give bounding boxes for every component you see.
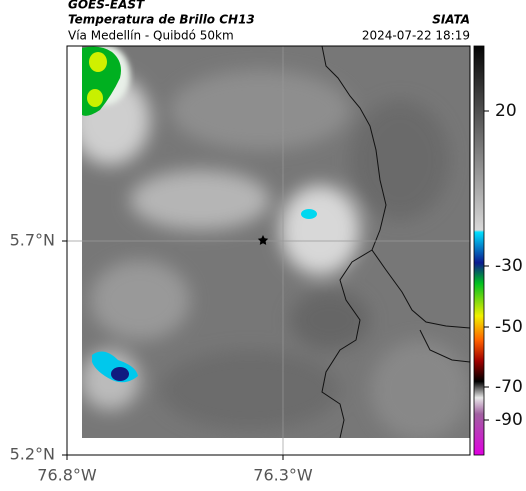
colorbar-label: -70	[495, 377, 523, 397]
colorbar	[473, 45, 485, 456]
product-title: Temperatura de Brillo CH13	[68, 13, 255, 27]
lat-axis: 5.7°N 5.2°N	[10, 231, 67, 464]
satellite-image	[82, 46, 470, 438]
map-frame	[66, 45, 471, 456]
agency-title: SIATA	[432, 13, 470, 27]
source-title: GOES-EAST	[68, 0, 145, 12]
location-marker	[257, 235, 269, 245]
colorbar-label: -90	[495, 410, 523, 430]
colorbar-label: 20	[495, 101, 517, 121]
colorbar-label: -50	[495, 317, 523, 337]
lat-label: 5.2°N	[10, 445, 55, 464]
timestamp: 2024-07-22 18:19	[362, 29, 470, 43]
colorbar-axis: 20 -30 -50 -70 -90	[484, 101, 523, 430]
region-title: Vía Medellín - Quibdó 50km	[68, 29, 234, 43]
lon-label: 76.3°W	[253, 466, 313, 485]
lat-label: 5.7°N	[10, 231, 55, 250]
lon-axis: 76.8°W 76.3°W	[37, 455, 313, 485]
lon-label: 76.8°W	[37, 466, 97, 485]
colorbar-label: -30	[495, 256, 523, 276]
